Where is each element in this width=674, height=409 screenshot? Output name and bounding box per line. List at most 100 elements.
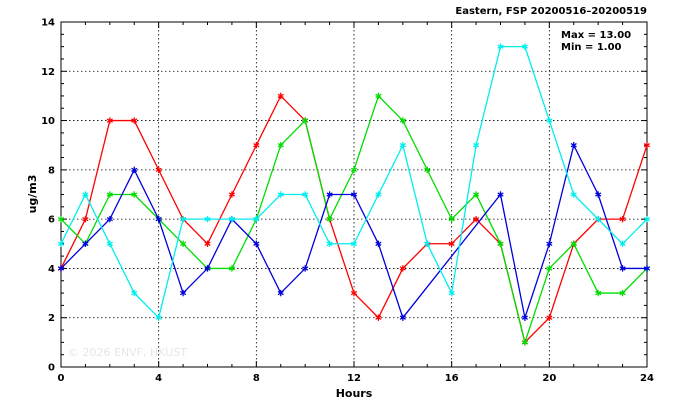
data-point [302, 265, 309, 272]
data-point [497, 43, 504, 50]
data-point [155, 314, 162, 321]
data-point [472, 215, 480, 223]
data-point [497, 240, 504, 247]
data-point [326, 191, 333, 198]
y-tick-label: 2 [48, 313, 55, 324]
data-point [106, 240, 113, 247]
series-3 [57, 142, 651, 321]
x-axis-label: Hours [336, 387, 373, 400]
data-point [302, 117, 309, 124]
x-tick-label: 24 [640, 373, 654, 384]
axis-ticks [60, 21, 648, 368]
data-point [521, 314, 529, 321]
data-point [619, 215, 626, 223]
data-point [277, 191, 284, 198]
y-tick-label: 14 [41, 18, 55, 29]
data-point [204, 265, 211, 272]
series-group [57, 43, 651, 346]
data-point [643, 215, 651, 223]
y-tick-labels: 0 2 4 6 8 10 12 14 [41, 18, 55, 374]
data-point [131, 117, 138, 124]
data-point [546, 265, 553, 272]
data-point [595, 289, 602, 297]
data-point [399, 142, 406, 149]
data-point [399, 265, 406, 272]
data-point [521, 339, 529, 346]
data-point [326, 215, 333, 223]
x-tick-label: 12 [347, 373, 361, 384]
data-point [570, 142, 577, 149]
data-point [375, 314, 382, 321]
x-tick-label: 4 [155, 373, 162, 384]
data-point [253, 142, 260, 149]
data-point [204, 240, 211, 247]
data-point [546, 117, 553, 124]
data-point [228, 191, 236, 198]
data-point [82, 191, 89, 198]
data-point [619, 240, 626, 247]
data-point [228, 215, 236, 223]
data-point [472, 191, 480, 198]
max-label: Max = 13.00 [561, 30, 631, 41]
data-point [253, 240, 260, 247]
y-tick-label: 0 [48, 363, 55, 374]
data-point [521, 43, 529, 50]
data-point [131, 166, 138, 174]
y-tick-label: 10 [41, 116, 55, 127]
data-point [375, 191, 382, 198]
data-point [643, 142, 651, 149]
data-point [106, 117, 113, 124]
data-point [546, 314, 553, 321]
data-point [253, 215, 260, 223]
series-line [60, 143, 647, 321]
data-point [375, 92, 382, 100]
watermark: © 2026 ENVF, HKUST [68, 346, 187, 359]
data-point [82, 240, 89, 247]
data-point [643, 265, 651, 272]
min-label: Min = 1.00 [561, 42, 622, 53]
x-tick-label: 16 [445, 373, 459, 384]
data-point [131, 289, 138, 297]
data-point [570, 191, 577, 198]
chart-title: Eastern, FSP 20200516–20200519 [455, 6, 647, 17]
data-point [448, 215, 455, 223]
data-point [619, 289, 626, 297]
data-point [424, 240, 431, 247]
y-axis-label: ug/m3 [26, 175, 39, 214]
data-point [472, 142, 480, 149]
x-tick-label: 8 [253, 373, 260, 384]
x-tick-label: 20 [542, 373, 556, 384]
data-point [399, 117, 406, 124]
data-point [448, 289, 455, 297]
data-point [155, 215, 162, 223]
data-point [350, 240, 358, 247]
data-point [106, 191, 113, 198]
data-point [228, 265, 236, 272]
data-point [57, 240, 65, 247]
data-point [57, 215, 65, 223]
data-point [570, 240, 577, 247]
data-point [106, 215, 113, 223]
y-tick-label: 6 [48, 215, 55, 226]
data-point [497, 191, 504, 198]
data-point [350, 289, 358, 297]
y-tick-label: 12 [41, 67, 55, 78]
data-point [204, 215, 211, 223]
data-point [350, 191, 358, 198]
data-point [277, 92, 284, 100]
data-point [131, 191, 138, 198]
data-point [595, 191, 602, 198]
y-tick-label: 8 [48, 165, 55, 176]
data-point [375, 240, 382, 247]
data-point [302, 191, 309, 198]
data-point [546, 240, 553, 247]
data-point [424, 166, 431, 174]
data-point [277, 289, 284, 297]
x-tick-label: 0 [58, 373, 65, 384]
series-4 [57, 43, 651, 321]
data-point [179, 240, 187, 247]
data-point [619, 265, 626, 272]
data-point [155, 166, 162, 174]
data-point [350, 166, 358, 174]
